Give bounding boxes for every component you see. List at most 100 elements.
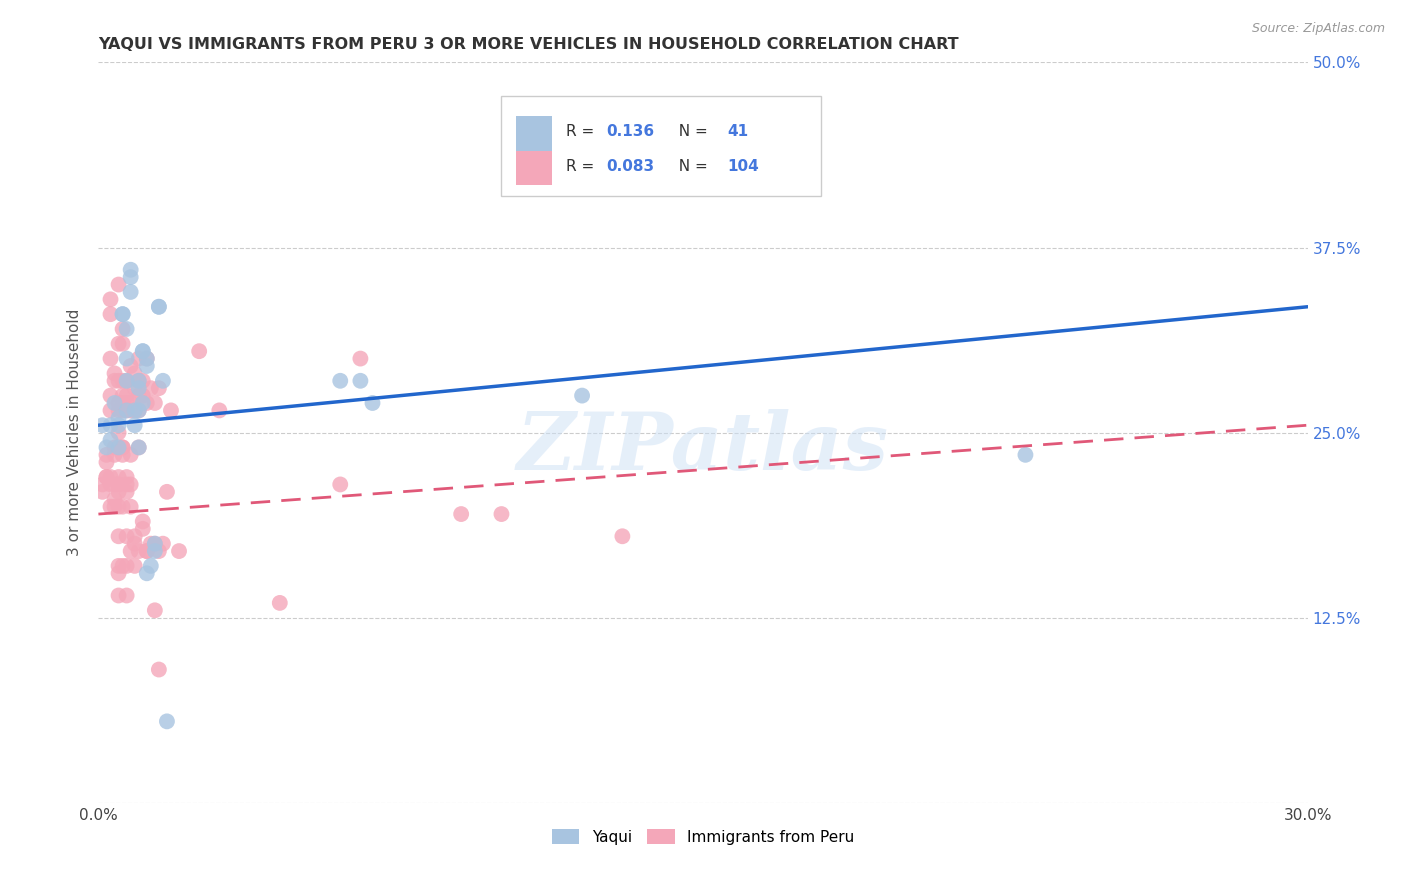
Point (107, 566, 129, 581)
Point (103, 477, 125, 491)
Point (120, 359, 142, 373)
Point (107, 529, 129, 543)
Point (100, 403, 122, 417)
Point (107, 500, 129, 514)
Point (143, 536, 166, 550)
Point (107, 589, 129, 603)
Point (107, 336, 129, 351)
Point (612, 529, 634, 543)
Point (120, 403, 142, 417)
Point (208, 403, 231, 417)
Point (148, 381, 170, 395)
Point (128, 441, 150, 455)
Point (124, 536, 146, 550)
Point (115, 388, 138, 402)
Point (111, 500, 134, 514)
Point (96, 470, 118, 484)
Point (107, 441, 129, 455)
Point (115, 374, 138, 388)
Point (91, 484, 114, 499)
Text: 104: 104 (727, 159, 759, 174)
Point (124, 381, 146, 395)
Point (100, 307, 122, 321)
Point (115, 589, 138, 603)
Point (143, 396, 166, 410)
Text: 41: 41 (727, 124, 748, 139)
Point (329, 477, 352, 491)
Point (100, 293, 122, 307)
Point (1014, 448, 1036, 462)
Point (111, 388, 134, 402)
Point (120, 544, 142, 558)
Legend: Yaqui, Immigrants from Peru: Yaqui, Immigrants from Peru (546, 822, 860, 851)
Point (100, 351, 122, 366)
Point (107, 403, 129, 417)
Point (115, 477, 138, 491)
Point (111, 558, 134, 573)
Point (152, 374, 174, 388)
Point (100, 418, 122, 433)
Point (135, 396, 157, 410)
Point (156, 714, 179, 729)
Point (111, 441, 134, 455)
Point (128, 403, 150, 417)
Point (128, 381, 150, 395)
Point (107, 396, 129, 410)
Point (115, 403, 138, 417)
Point (111, 403, 134, 417)
Point (128, 374, 150, 388)
Text: N =: N = (669, 124, 713, 139)
Point (107, 374, 129, 388)
Point (329, 374, 352, 388)
Point (139, 558, 162, 573)
Text: YAQUI VS IMMIGRANTS FROM PERU 3 OR MORE VEHICLES IN HOUSEHOLD CORRELATION CHART: YAQUI VS IMMIGRANTS FROM PERU 3 OR MORE … (98, 37, 959, 52)
Point (132, 344, 155, 359)
Point (124, 529, 146, 543)
Point (128, 441, 150, 455)
Point (132, 522, 155, 536)
Text: N =: N = (669, 159, 713, 174)
Point (128, 403, 150, 417)
Point (148, 300, 170, 314)
Point (135, 566, 157, 581)
Point (107, 558, 129, 573)
Point (571, 388, 593, 402)
Point (128, 351, 150, 366)
Text: R =: R = (567, 124, 599, 139)
Point (143, 536, 166, 550)
Point (361, 396, 384, 410)
Point (107, 477, 129, 491)
Point (450, 507, 472, 521)
Point (120, 477, 142, 491)
Point (100, 388, 122, 402)
Y-axis label: 3 or more Vehicles in Household: 3 or more Vehicles in Household (67, 309, 83, 557)
Text: 0.083: 0.083 (606, 159, 654, 174)
Point (128, 374, 150, 388)
Point (115, 374, 138, 388)
Point (103, 396, 125, 410)
Point (349, 374, 371, 388)
Point (107, 484, 129, 499)
Point (111, 441, 134, 455)
Point (148, 544, 170, 558)
Point (269, 596, 291, 610)
Point (115, 351, 138, 366)
Point (135, 359, 157, 373)
Point (135, 351, 157, 366)
Point (128, 388, 150, 402)
Point (100, 477, 122, 491)
Point (120, 285, 142, 299)
Point (120, 396, 142, 410)
Point (124, 558, 146, 573)
Point (115, 470, 138, 484)
Bar (516, 151, 551, 186)
Point (167, 544, 190, 558)
Point (96, 470, 118, 484)
Point (100, 433, 122, 447)
Point (115, 403, 138, 417)
Text: ZIPatlas: ZIPatlas (517, 409, 889, 486)
Point (124, 403, 146, 417)
Point (132, 388, 155, 402)
Point (349, 351, 371, 366)
Point (103, 441, 125, 455)
